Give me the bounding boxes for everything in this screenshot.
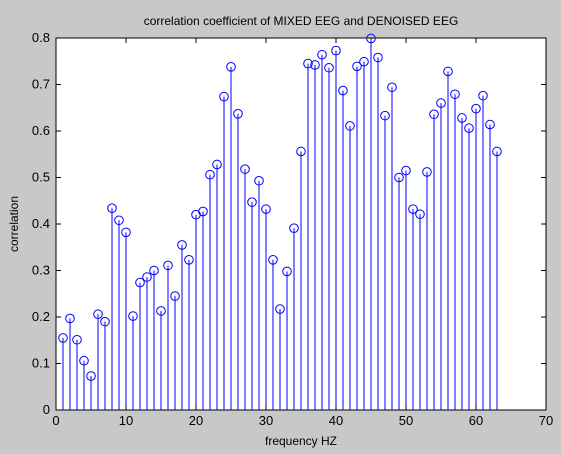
x-tick-label: 60	[469, 413, 483, 428]
data-point	[268, 255, 278, 265]
y-tick-label: 0	[43, 402, 50, 417]
data-point	[373, 52, 383, 63]
data-point	[492, 146, 502, 157]
data-point	[184, 255, 194, 265]
data-point	[415, 209, 425, 220]
x-tick-label: 40	[329, 413, 343, 428]
data-point	[93, 309, 103, 320]
data-point	[352, 61, 362, 72]
data-point	[212, 159, 222, 170]
data-point	[226, 62, 236, 72]
x-tick-label: 70	[539, 413, 553, 428]
data-point	[240, 164, 250, 174]
data-point	[121, 227, 131, 238]
x-axis: 0 10 20 30 40 50 60 70	[52, 38, 553, 428]
x-tick-label: 30	[259, 413, 273, 428]
data-point	[65, 313, 75, 324]
data-point	[205, 169, 215, 180]
x-axis-label: frequency HZ	[265, 434, 337, 448]
data-point	[128, 311, 138, 321]
data-point	[303, 58, 313, 69]
y-tick-label: 0.7	[32, 77, 50, 92]
x-tick-label: 50	[399, 413, 413, 428]
data-point	[338, 85, 348, 96]
data-point	[58, 333, 68, 343]
data-point	[310, 60, 320, 70]
data-point	[436, 98, 446, 108]
data-point	[296, 146, 306, 157]
data-point	[464, 123, 474, 134]
data-point	[135, 277, 145, 288]
data-point	[366, 33, 376, 44]
y-axis-label: correlation	[7, 196, 21, 252]
data-point	[478, 90, 488, 101]
data-point	[233, 108, 243, 119]
data-point	[261, 204, 271, 214]
data-point	[100, 316, 110, 327]
y-tick-label: 0.3	[32, 263, 50, 278]
data-point	[170, 291, 180, 301]
data-point	[359, 56, 369, 67]
data-point	[450, 89, 460, 100]
data-point	[142, 272, 152, 282]
data-point	[429, 109, 439, 120]
y-tick-label: 0.6	[32, 123, 50, 138]
data-point	[471, 103, 481, 114]
y-tick-label: 0.2	[32, 309, 50, 324]
data-point	[408, 204, 418, 214]
data-point	[282, 266, 292, 277]
data-point	[401, 165, 411, 176]
data-point	[247, 197, 257, 207]
data-point	[114, 215, 124, 226]
data-point	[86, 371, 96, 381]
data-point	[394, 172, 404, 183]
data-point	[422, 167, 432, 177]
data-point	[198, 206, 208, 217]
data-point	[219, 91, 229, 102]
data-point	[107, 203, 117, 213]
data-point	[457, 113, 467, 123]
data-point	[156, 306, 166, 316]
y-tick-label: 0.1	[32, 356, 50, 371]
data-point	[380, 110, 390, 121]
y-axis: 0 0.1 0.2 0.3 0.4 0.5 0.6 0.7 0.8	[32, 30, 546, 417]
y-tick-label: 0.8	[32, 30, 50, 45]
data-point	[317, 49, 327, 60]
y-tick-label: 0.5	[32, 170, 50, 185]
y-tick-label: 0.4	[32, 216, 50, 231]
x-tick-label: 20	[189, 413, 203, 428]
data-point	[443, 66, 453, 77]
data-point	[79, 355, 89, 366]
data-point	[149, 265, 159, 276]
data-point	[485, 119, 495, 130]
data-point	[345, 121, 355, 131]
data-point	[387, 82, 397, 93]
stems-layer	[62, 38, 498, 410]
markers-layer	[58, 33, 502, 381]
data-point	[331, 45, 341, 56]
data-point	[289, 223, 299, 233]
x-tick-label: 0	[52, 413, 59, 428]
x-tick-label: 10	[119, 413, 133, 428]
data-point	[254, 175, 264, 186]
data-point	[163, 260, 173, 271]
chart-title: correlation coefficient of MIXED EEG and…	[144, 14, 459, 28]
data-point	[324, 62, 334, 73]
data-point	[72, 334, 82, 345]
data-point	[275, 304, 285, 314]
data-point	[177, 240, 187, 250]
